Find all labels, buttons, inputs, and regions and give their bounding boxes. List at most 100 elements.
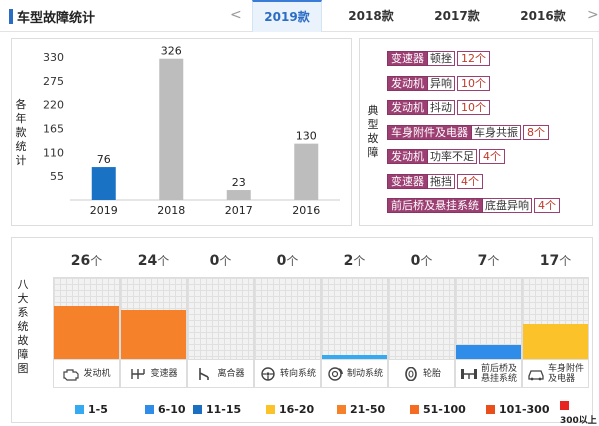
system-label[interactable]: 离合器	[187, 360, 254, 388]
fault-count: 8个	[523, 124, 549, 140]
header-bar: 车型故障统计 < 2019款 2018款 2017款 2016款 >	[0, 0, 599, 32]
system-bar-cell[interactable]	[321, 277, 388, 360]
fault-description: 拖挡	[428, 173, 455, 189]
chevron-right-icon[interactable]: >	[587, 7, 599, 23]
system-bar-cell[interactable]	[120, 277, 187, 360]
tab-2017[interactable]: 2017款	[434, 9, 480, 23]
legend-item: 21-50	[337, 403, 385, 416]
tire-icon	[402, 366, 420, 381]
y-tick-label: 55	[50, 170, 64, 183]
typical-faults-title: 典型故障	[367, 104, 379, 159]
count-unit: 个	[420, 254, 433, 268]
legend-swatch	[337, 405, 346, 414]
system-bar-cell[interactable]	[455, 277, 522, 360]
system-label[interactable]: 车身附件 及电器	[522, 360, 589, 388]
tab-2018[interactable]: 2018款	[348, 9, 394, 23]
legend-label: 16-20	[279, 403, 315, 416]
system-count: 7个	[477, 253, 500, 269]
count-unit: 个	[219, 254, 232, 268]
legend-item: 300以上	[560, 399, 597, 426]
fault-count: 4个	[457, 173, 483, 189]
fault-category: 发动机	[387, 100, 428, 115]
fault-tag[interactable]: 发动机 异响 10个	[387, 75, 490, 92]
fault-tag[interactable]: 车身附件及电器 车身共振 8个	[387, 124, 549, 141]
fault-tag[interactable]: 发动机 功率不足 4个	[387, 149, 505, 165]
x-tick-label: 2019	[90, 204, 118, 217]
legend-swatch	[75, 405, 84, 414]
y-tick-label: 275	[43, 75, 64, 88]
fault-category: 车身附件及电器	[387, 124, 472, 140]
legend-item: 101-300	[486, 403, 550, 416]
steering-wheel-icon	[259, 366, 277, 381]
fault-count: 10个	[457, 75, 490, 91]
fault-description: 底盘异响	[483, 198, 532, 213]
system-label[interactable]: 制动系统	[321, 360, 388, 388]
legend-swatch	[266, 405, 275, 414]
fault-tag[interactable]: 变速器 拖挡 4个	[387, 173, 483, 190]
y-tick-label: 220	[43, 99, 64, 112]
count-unit: 个	[487, 254, 500, 268]
system-bar-fill	[54, 306, 119, 359]
x-tick-label: 2017	[225, 204, 253, 217]
fault-tag[interactable]: 前后桥及悬挂系统 底盘异响 4个	[387, 198, 560, 214]
system-bar-cell[interactable]	[388, 277, 455, 360]
fault-count: 4个	[534, 198, 560, 213]
fault-count: 12个	[457, 51, 490, 66]
y-tick-label: 110	[43, 146, 64, 159]
system-bar-cell[interactable]	[254, 277, 321, 360]
bar-2019[interactable]	[91, 167, 116, 200]
x-tick-label: 2016	[292, 204, 320, 217]
legend-swatch	[193, 405, 202, 414]
brake-disc-icon	[326, 366, 344, 381]
fault-category: 变速器	[387, 173, 428, 189]
fault-tag[interactable]: 发动机 抖动 10个	[387, 100, 490, 116]
count-unit: 个	[90, 254, 103, 268]
fault-category: 发动机	[387, 75, 428, 91]
legend-label: 6-10	[158, 403, 186, 416]
legend-swatch	[145, 405, 154, 414]
bar-2017[interactable]	[226, 190, 251, 200]
system-count: 17个	[539, 253, 572, 269]
legend-label: 101-300	[499, 403, 550, 416]
system-bar-cell[interactable]	[187, 277, 254, 360]
system-label[interactable]: 轮胎	[388, 360, 455, 388]
legend-item: 51-100	[410, 403, 466, 416]
system-name: 前后桥及 悬挂系统	[480, 363, 517, 384]
system-name: 制动系统	[346, 368, 383, 379]
tab-2019[interactable]: 2019款	[252, 0, 322, 32]
fault-count: 4个	[479, 149, 505, 164]
system-bar-fill	[121, 310, 186, 359]
legend-label: 51-100	[423, 403, 466, 416]
chevron-left-icon[interactable]: <	[230, 7, 242, 23]
bar-2018[interactable]	[159, 58, 184, 200]
tab-2016[interactable]: 2016款	[520, 9, 566, 23]
fault-description: 车身共振	[472, 124, 521, 140]
legend-label: 11-15	[206, 403, 242, 416]
system-label[interactable]: 变速器	[120, 360, 187, 388]
legend-swatch	[410, 405, 419, 414]
system-label[interactable]: 发动机	[53, 360, 120, 388]
legend-item: 16-20	[266, 403, 314, 416]
legend-label: 1-5	[88, 403, 108, 416]
yearly-chart-y-title: 各年款统计	[15, 98, 27, 167]
legend-label: 21-50	[350, 403, 386, 416]
system-name: 车身附件 及电器	[547, 363, 584, 384]
fault-category: 前后桥及悬挂系统	[387, 198, 483, 213]
bar-value-label: 130	[296, 130, 317, 143]
legend-item: 11-15	[193, 403, 241, 416]
system-count: 0个	[276, 253, 299, 269]
system-label[interactable]: 前后桥及 悬挂系统	[455, 360, 522, 388]
system-label[interactable]: 转向系统	[254, 360, 321, 388]
fault-tag[interactable]: 变速器 顿挫 12个	[387, 51, 490, 67]
system-bar-cell[interactable]	[53, 277, 120, 360]
count-unit: 个	[353, 254, 366, 268]
legend-swatch	[560, 401, 569, 410]
system-name: 离合器	[217, 368, 245, 379]
system-count: 26个	[70, 253, 103, 269]
fault-count: 10个	[457, 100, 490, 115]
system-count: 2个	[343, 253, 366, 269]
system-bar-cell[interactable]	[522, 277, 589, 360]
bar-2016[interactable]	[294, 143, 319, 200]
